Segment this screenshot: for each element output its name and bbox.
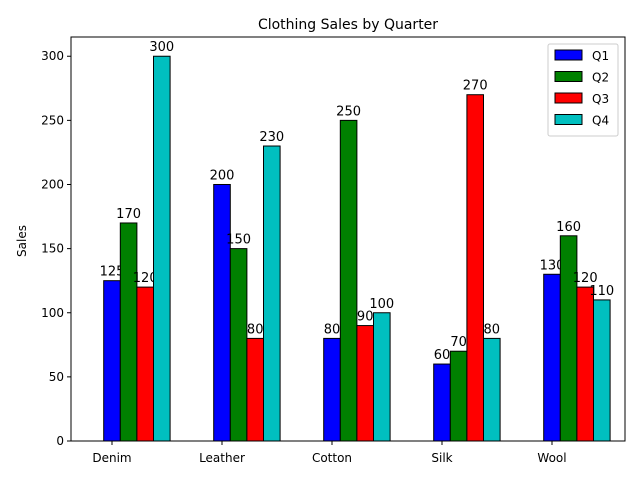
y-axis-label: Sales	[15, 225, 29, 257]
y-tick-label: 250	[41, 113, 64, 127]
data-label: 100	[369, 297, 394, 312]
data-label: 300	[149, 40, 174, 55]
bar-q2-wool	[559, 235, 578, 442]
data-label: 60	[434, 348, 451, 363]
legend: Q1 Q2 Q3 Q4	[547, 43, 619, 137]
data-label: 80	[324, 322, 341, 337]
axes-frame	[70, 36, 626, 442]
bar-q3-cotton	[356, 325, 374, 442]
legend-swatch-q2	[554, 71, 583, 82]
legend-box	[547, 43, 619, 137]
bar-q4-silk	[483, 337, 501, 442]
y-tick-label: 50	[49, 370, 64, 384]
bar-q1-wool	[543, 273, 561, 442]
data-label: 120	[133, 271, 158, 286]
bar-q4-denim	[153, 55, 171, 442]
bar-q3-wool	[576, 286, 595, 442]
bar-q4-wool	[593, 299, 611, 442]
data-label: 160	[556, 220, 581, 235]
bar-q3-leather	[246, 337, 264, 442]
data-label: 80	[247, 322, 264, 337]
data-label: 170	[116, 207, 141, 222]
legend-swatch-q1	[554, 49, 583, 61]
bar-q2-cotton	[339, 119, 358, 442]
data-label: 70	[450, 335, 467, 350]
y-tick-label: 0	[56, 434, 64, 448]
data-label: 90	[357, 310, 374, 325]
data-label: 120	[573, 271, 598, 286]
bar-q2-denim	[119, 222, 138, 442]
legend-label-q4: Q4	[592, 114, 609, 128]
plot-area: 125 200 80 60 130 170 150 250 70 160 120 80 90 270 120…	[41, 36, 626, 465]
data-label: 200	[210, 168, 235, 183]
data-label: 125	[100, 265, 125, 280]
bar-q2-silk	[449, 350, 468, 442]
bar-q1-leather	[213, 183, 231, 442]
x-tick-label: Denim	[92, 451, 131, 465]
legend-swatch-q4	[554, 114, 583, 125]
y-tick-label: 200	[41, 177, 64, 191]
y-tick-label: 100	[41, 306, 64, 320]
bar-q4-leather	[263, 145, 281, 442]
bar-q1-silk	[433, 363, 451, 442]
x-tick-label: Wool	[537, 451, 566, 465]
x-tick-label: Leather	[199, 451, 245, 465]
legend-label-q3: Q3	[592, 92, 609, 106]
data-label: 270	[463, 79, 488, 94]
bar-q3-silk	[466, 94, 484, 442]
bar-q1-cotton	[323, 337, 341, 442]
data-label: 250	[336, 104, 361, 119]
data-label: 110	[589, 284, 614, 299]
legend-label-q1: Q1	[592, 49, 609, 63]
data-label: 130	[540, 258, 565, 273]
chart-title: Clothing Sales by Quarter	[258, 17, 438, 33]
bar-q3-denim	[136, 286, 154, 442]
bar-q2-leather	[229, 248, 248, 442]
bar-q4-cotton	[373, 312, 391, 442]
y-tick-label: 300	[41, 49, 64, 63]
x-tick-label: Silk	[431, 451, 452, 465]
data-label: 150	[226, 233, 251, 248]
legend-swatch-q3	[554, 92, 583, 104]
y-tick-label: 150	[41, 242, 64, 256]
data-label: 80	[484, 322, 501, 337]
x-tick-label: Cotton	[312, 451, 352, 465]
data-label: 230	[259, 130, 284, 145]
legend-label-q2: Q2	[592, 71, 609, 85]
bar-q1-denim	[103, 280, 121, 442]
